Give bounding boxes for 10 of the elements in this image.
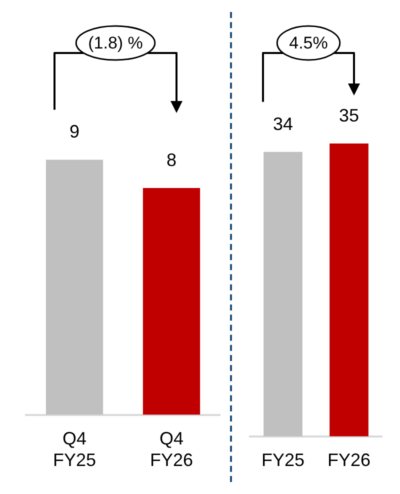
x-tick-label: FY25: [261, 450, 305, 470]
text: (1.8) %: [88, 34, 143, 53]
text: 4.5%: [289, 34, 328, 53]
data-label: 8: [166, 150, 177, 170]
data-label: 35: [338, 105, 360, 126]
x-tick-label: Q4 FY25: [52, 428, 96, 470]
x-tick-label: FY26: [327, 450, 371, 470]
data-label: 34: [272, 114, 294, 134]
data-label: 9: [69, 122, 80, 142]
x-tick-label: Q4 FY26: [150, 428, 194, 470]
